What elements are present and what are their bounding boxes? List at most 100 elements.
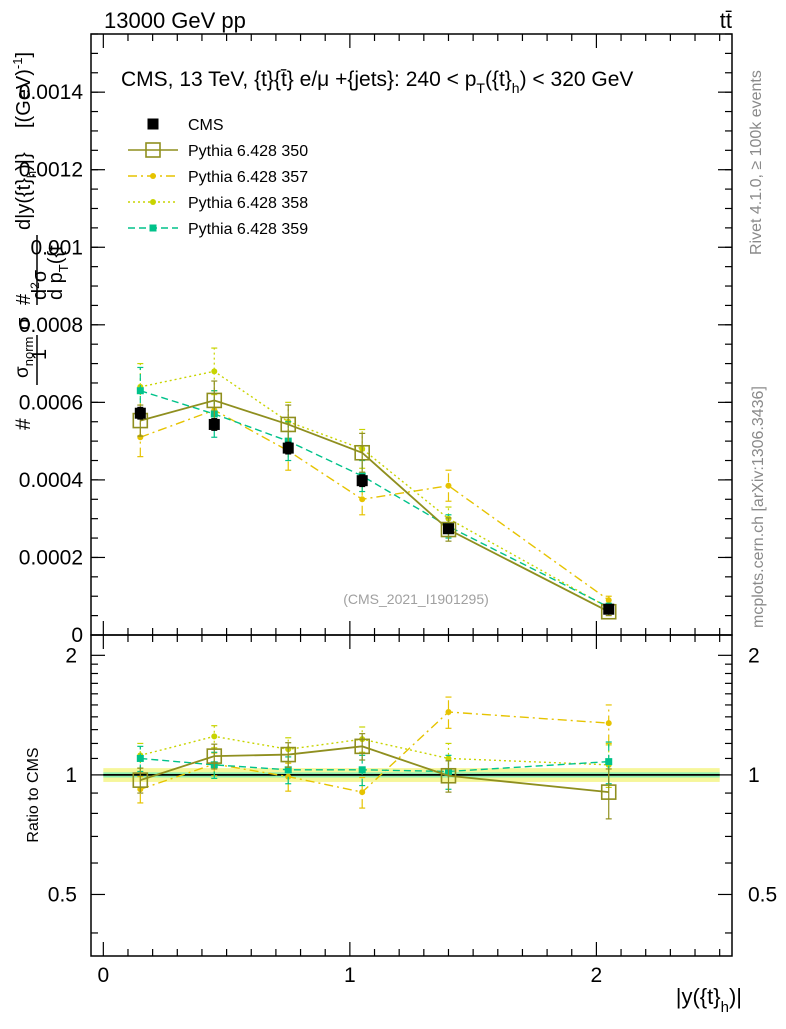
svg-text:1: 1 xyxy=(29,349,51,360)
svg-text:#: # xyxy=(12,418,35,430)
legend-marker xyxy=(150,199,156,205)
main-y-tick-label: 0.001 xyxy=(30,236,83,259)
ratio-point xyxy=(354,738,370,755)
main-point xyxy=(605,597,612,604)
main-point xyxy=(354,444,370,461)
ratio-point xyxy=(358,766,366,774)
legend-label: Pythia 6.428 358 xyxy=(188,195,308,212)
legend-marker xyxy=(150,173,156,179)
ratio-point xyxy=(284,766,292,774)
header-energy: 13000 GeV pp xyxy=(104,8,246,33)
legend-label: Pythia 6.428 359 xyxy=(188,221,308,238)
x-tick-label: 1 xyxy=(344,964,356,987)
svg-text:σ: σ xyxy=(13,317,35,330)
ratio-y-tick-label-right: 1 xyxy=(748,764,760,787)
main-point xyxy=(206,392,223,409)
main-series-pythia-6-428-350 xyxy=(132,380,617,620)
main-line-pythia-6-428-350 xyxy=(140,399,610,613)
ratio-y-ticks: 0.5 0.5 1 1 2 2 xyxy=(48,644,777,934)
main-point xyxy=(211,368,218,375)
main-series xyxy=(132,347,617,620)
x-tick-label: 2 xyxy=(591,964,603,987)
x-axis-label: |y({t}h)| xyxy=(676,984,742,1016)
ratio-point xyxy=(445,708,452,715)
ratio-panel: 0.5 0.5 1 1 2 2 0 1 2 Ratio to CMS xyxy=(25,634,777,987)
main-point xyxy=(280,416,297,433)
legend-label: Pythia 6.428 357 xyxy=(188,169,308,186)
legend-entry-pythia-6-428-358: Pythia 6.428 358 xyxy=(128,195,308,212)
analysis-id: (CMS_2021_I1901295) xyxy=(343,591,489,607)
main-line-pythia-6-428-358 xyxy=(140,370,610,609)
ratio-series-pythia-6-428-350 xyxy=(132,733,617,820)
main-panel: 0 0.0002 0.0004 0.0006 0.0008 0.001 0.0012 0.00… xyxy=(10,33,733,647)
ratio-line-pythia-6-428-358 xyxy=(140,735,609,766)
main-y-tick-label: 0.0014 xyxy=(19,81,84,104)
legend-marker xyxy=(147,118,159,130)
main-series-pythia-6-428-359 xyxy=(136,366,613,612)
header-process: tt̄ xyxy=(720,8,732,33)
main-line-pythia-6-428-357 xyxy=(140,409,610,601)
rivet-label: Rivet 4.1.0, ≥ 100k events xyxy=(748,70,765,255)
ratio-point xyxy=(280,746,297,763)
main-line-pythia-6-428-359 xyxy=(140,390,610,608)
ratio-point xyxy=(285,773,292,780)
main-point xyxy=(356,475,368,487)
legend-entry-pythia-6-428-357: Pythia 6.428 357 xyxy=(128,169,308,186)
svg-text:d|y({t}h)|}: d|y({t}h)|} xyxy=(13,152,39,230)
main-y-ticks: 0 0.0002 0.0004 0.0006 0.0008 0.001 0.0012 0.00… xyxy=(19,33,732,647)
svg-text:d2σ: d2σ xyxy=(28,269,51,300)
main-y-tick-label: 0.0012 xyxy=(19,159,83,182)
ratio-y-tick-label-right: 2 xyxy=(748,644,760,667)
ratio-point xyxy=(605,758,613,766)
ratio-point xyxy=(600,784,617,800)
main-point xyxy=(359,496,366,503)
ratio-line-pythia-6-428-357 xyxy=(140,711,609,793)
svg-text:σnorm: σnorm xyxy=(12,337,36,378)
legend: CMS Pythia 6.428 350 Pythia 6.428 357 Pythi… xyxy=(128,117,308,238)
main-point xyxy=(134,407,146,419)
main-y-tick-label: 0 xyxy=(71,624,83,647)
main-x-ticks xyxy=(102,34,721,635)
main-point xyxy=(603,603,615,615)
main-series-pythia-6-428-357 xyxy=(137,390,612,605)
svg-text:d pT({t: d pT({t xyxy=(45,245,71,300)
main-point xyxy=(442,523,454,535)
legend-marker xyxy=(145,142,161,158)
main-y-tick-label: 0.0004 xyxy=(19,469,84,492)
main-point xyxy=(282,442,294,454)
ratio-line-pythia-6-428-350 xyxy=(140,745,609,794)
legend-marker xyxy=(149,224,157,232)
legend-label: Pythia 6.428 350 xyxy=(188,143,308,160)
x-tick-label: 0 xyxy=(97,964,109,987)
legend-entry-pythia-6-428-359: Pythia 6.428 359 xyxy=(128,221,308,238)
ratio-point xyxy=(440,767,457,784)
mcplots-label: mcplots.cern.ch [arXiv:1306.3436] xyxy=(750,386,767,628)
ratio-point xyxy=(132,772,149,788)
svg-text:[(GeV)-1]: [(GeV)-1] xyxy=(10,52,35,128)
plot-title: CMS, 13 TeV, {t}{t̄} e/μ +{jets}: 240 < … xyxy=(121,68,633,96)
ratio-x-ticks: 0 1 2 xyxy=(97,635,721,987)
ratio-point xyxy=(136,754,144,762)
ratio-y-tick-label: 0.5 xyxy=(48,883,77,906)
ratio-point xyxy=(211,733,218,740)
ratio-y-label: Ratio to CMS xyxy=(25,747,42,842)
main-y-axis-label: # 1 σ σnorm # d2σ d pT({t d|y({t}h)|} [(… xyxy=(10,52,71,430)
main-series-cms xyxy=(134,406,615,615)
ratio-line-pythia-6-428-359 xyxy=(140,757,609,773)
main-y-tick-label: 0.0002 xyxy=(19,546,83,569)
main-point xyxy=(136,387,144,395)
ratio-y-tick-label-right: 0.5 xyxy=(748,883,777,906)
ratio-point xyxy=(445,755,452,762)
ratio-series xyxy=(132,696,617,820)
ratio-y-tick-label: 1 xyxy=(65,764,77,787)
legend-entry-pythia-6-428-350: Pythia 6.428 350 xyxy=(128,142,308,160)
main-point xyxy=(445,482,452,489)
main-y-tick-label: 0.0006 xyxy=(19,391,83,414)
main-point xyxy=(440,521,457,538)
ratio-point xyxy=(206,748,223,764)
ratio-y-tick-label: 2 xyxy=(65,644,77,667)
main-point xyxy=(208,418,220,430)
ratio-point xyxy=(605,720,612,727)
ratio-frame xyxy=(90,634,733,957)
